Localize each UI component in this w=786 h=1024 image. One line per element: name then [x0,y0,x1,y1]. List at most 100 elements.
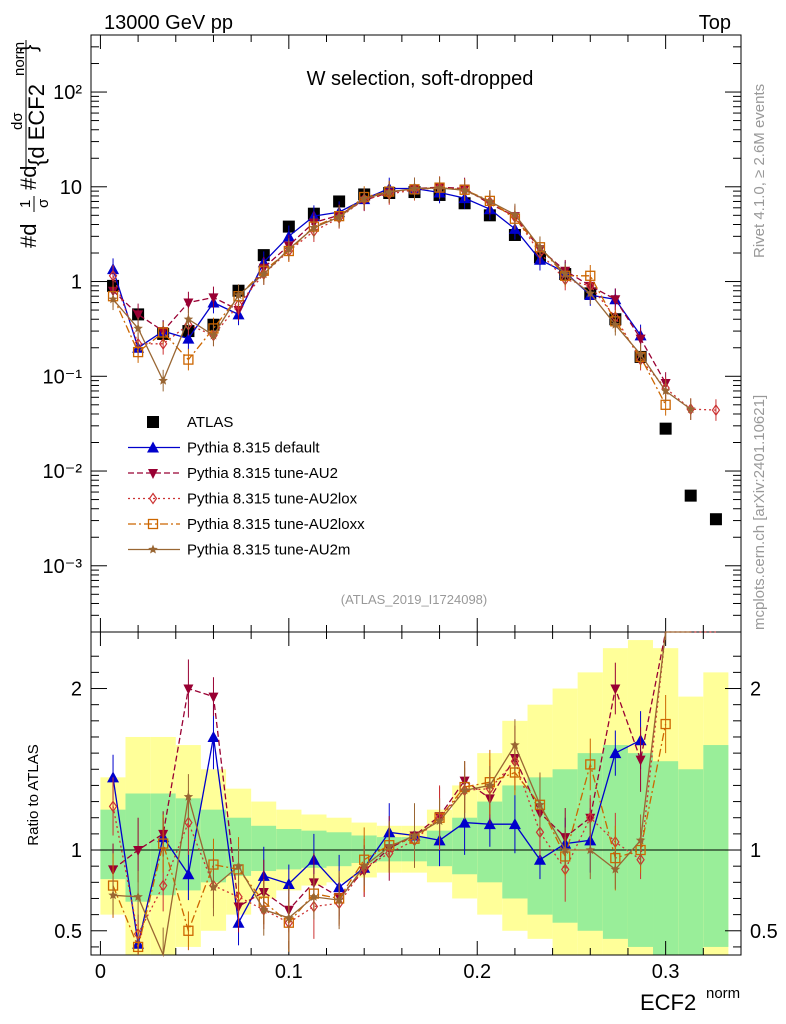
chart-title: W selection, soft-dropped [307,68,534,90]
x-tick-label: 0.3 [652,961,680,983]
pythia-8-315-tune-au2-point [610,295,621,306]
legend-marker [147,518,159,530]
pythia-8-315-tune-au2m-ratio-point [635,835,646,845]
legend-marker [148,492,158,505]
legend-label: Pythia 8.315 tune-AU2 [187,465,338,482]
pythia-8-315-tune-au2m-line [112,187,692,410]
pythia-8-315-tune-au2m-point [309,222,319,232]
pythia-8-315-tune-au2loxx-ratio-point [158,838,169,849]
legend-marker [148,544,158,554]
pythia-8-315-tune-au2m-point [660,386,671,395]
pythia-8-315-default-ratio-point [508,818,521,830]
header-energy: 13000 GeV pp [104,12,233,34]
ratio-band-inner [703,745,729,947]
pythia-8-315-tune-au2m-point [585,288,595,298]
pythia-8-315-tune-au2m-ratio-line [112,631,691,958]
atlas-point [659,422,672,435]
pythia-8-315-tune-au2-point [133,310,144,321]
pythia-8-315-tune-au2-point [635,334,646,345]
pythia-8-315-tune-au2lox-ratio-point [184,816,193,829]
rivet-version-label: Rivet 4.1.0, ≥ 2.6M events [751,84,768,258]
svg-text:#d: #d [16,224,41,248]
svg-text:{d ECF2: {d ECF2 [24,84,49,166]
pythia-8-315-tune-au2lox-point [108,269,118,282]
svg-text:σ: σ [35,198,52,208]
pythia-8-315-default-ratio-point [609,747,622,759]
ratio-series [107,631,716,958]
pythia-8-315-tune-au2m-point [685,404,696,414]
pythia-8-315-tune-au2m-ratio-point [259,904,269,914]
pythia-8-315-tune-au2m-point [409,183,420,193]
x-tick-label: 0.2 [463,961,491,983]
pythia-8-315-default-ratio-point [458,816,471,828]
pythia-8-315-tune-au2m-point [108,294,118,304]
pythia-8-315-tune-au2lox-point [158,337,168,350]
pythia-8-315-default-ratio-point [282,877,295,889]
pythia-8-315-tune-au2m-point [183,314,194,324]
pythia-8-315-tune-au2-point [183,298,194,309]
legend-label: Pythia 8.315 default [187,440,320,457]
pythia-8-315-default-ratio-line [112,736,641,944]
pythia-8-315-tune-au2loxx-point [585,270,596,281]
mcplots-label: mcplots.cern.ch [arXiv:2401.10621] [751,395,768,630]
svg-text:norm: norm [11,42,28,76]
pythia-8-315-tune-au2m-point [233,290,244,300]
pythia-8-315-tune-au2m-point [208,330,219,340]
pythia-8-315-tune-au2m-ratio-point [208,882,219,892]
pythia-8-315-tune-au2m-ratio-point [560,845,570,855]
legend-marker [147,441,159,453]
legend-marker [147,416,159,428]
pythia-8-315-tune-au2m-point [384,187,394,197]
pythia-8-315-tune-au2m-ratio-point [384,841,394,851]
pythia-8-315-tune-au2m-ratio-point [284,912,294,922]
legend: ATLAS Pythia 8.315 default Pythia 8.315 tu… [128,414,365,559]
main-ylabel: #d 1 σ #d dσ {d ECF2 norm } [9,40,52,248]
legend-entry-pythia-8-315-default: Pythia 8.315 default [128,440,320,457]
pythia-8-315-tune-au2lox-ratio-point [234,890,243,903]
header-process: Top [699,12,731,34]
pythia-8-315-tune-au2-point [208,293,219,304]
pythia-8-315-tune-au2-ratio-point [635,755,646,766]
pythia-8-315-tune-au2m-point [259,269,269,279]
pythia-8-315-tune-au2m-point [535,242,545,252]
pythia-8-315-tune-au2m-ratio-point [309,891,319,901]
legend-entry-pythia-8-315-tune-au2m: Pythia 8.315 tune-AU2m [128,542,350,559]
pythia-8-315-default-ratio-point [182,868,195,880]
y-tick-label: 10 [60,177,82,199]
pythia-8-315-tune-au2m-point [359,193,369,203]
pythia-8-315-tune-au2m-ratio-point [535,799,545,809]
ratio-y-tick-label: 1 [71,840,82,862]
pythia-8-315-tune-au2m-point [610,319,621,329]
y-tick-label: 10² [53,82,82,104]
svg-text:ECF2: ECF2 [640,990,696,1015]
ratio-y-tick-label: 0.5 [54,921,82,943]
pythia-8-315-tune-au2loxx-point [158,327,169,338]
pythia-8-315-tune-au2m-ratio-point [409,830,420,840]
pythia-8-315-tune-au2lox-ratio-point [535,826,545,839]
ratio-ylabel: Ratio to ATLAS [25,744,42,845]
x-tick-label: 0 [95,961,106,983]
pythia-8-315-default-point [182,332,195,344]
atlas-point [709,513,722,526]
pythia-8-315-tune-au2m-ratio-point [183,791,194,801]
pythia-8-315-tune-au2loxx-ratio-point [132,941,144,953]
pythia-8-315-tune-au2-line [112,186,667,384]
y-tick-label: 1 [71,272,82,294]
pythia-8-315-tune-au2-ratio-point [208,692,219,703]
ratio-uncertainty-bands [91,640,741,955]
pythia-8-315-tune-au2m-ratio-point [434,816,445,825]
pythia-8-315-tune-au2m-point [434,183,445,193]
atlas-point [684,489,697,502]
pythia-8-315-tune-au2lox-point [711,404,721,417]
pythia-8-315-tune-au2m-ratio-point [133,891,143,901]
pythia-8-315-tune-au2m-ratio-point [485,780,495,790]
pythia-8-315-tune-au2m-point [510,209,520,219]
ratio-band-inner [653,761,679,955]
pythia-8-315-default-ratio-point [107,771,120,783]
svg-text:norm: norm [706,985,740,1002]
pythia-8-315-tune-au2m-point [635,349,646,359]
ratio-y-tick-label: 2 [71,679,82,701]
ratio-band-inner [678,769,704,955]
axis-ticks: 0 0.1 0.2 0.3 10⁻³ 10⁻² 10⁻¹ 1 10 10² 0.5 0.5 1 1 2 2 [43,34,778,983]
